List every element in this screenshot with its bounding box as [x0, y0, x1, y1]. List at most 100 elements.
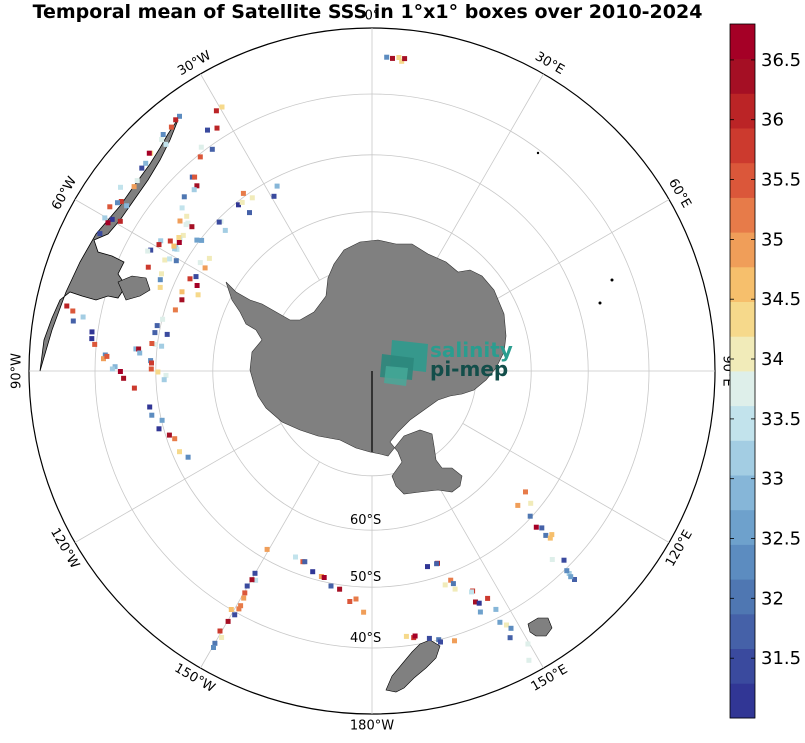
sss-cell — [161, 377, 167, 383]
colorbar-segment — [730, 24, 755, 60]
sss-cell — [209, 146, 215, 152]
sss-cell — [493, 606, 499, 612]
sss-cell — [70, 318, 76, 324]
meridian-line — [200, 461, 320, 669]
sss-cell — [171, 243, 177, 249]
sss-cell — [149, 412, 155, 418]
sss-cell — [525, 641, 531, 647]
sss-cell — [253, 577, 259, 583]
colorbar-segment — [730, 93, 755, 129]
sss-cell — [199, 237, 205, 243]
sss-cell — [547, 535, 553, 541]
colorbar-tick-label: 36 — [761, 110, 784, 131]
sss-cell — [179, 289, 185, 295]
sss-cell — [469, 589, 474, 595]
sss-cell — [160, 316, 166, 322]
sss-cell — [236, 606, 242, 612]
colorbar-segment — [730, 579, 755, 615]
sss-cell — [107, 204, 113, 210]
colorbar-segment — [730, 683, 755, 719]
sss-cell — [121, 375, 127, 381]
sss-cell — [104, 353, 110, 359]
sss-cell — [202, 265, 208, 271]
sss-cell — [70, 308, 76, 314]
sss-cell — [361, 609, 367, 615]
sss-cell — [194, 183, 200, 189]
sss-cell — [164, 331, 170, 337]
sss-cell — [137, 350, 143, 356]
sss-cell — [549, 532, 555, 538]
sss-cell — [274, 183, 280, 189]
sss-cell — [92, 341, 98, 347]
sss-cell — [543, 532, 549, 538]
sss-cell — [222, 227, 228, 233]
colorbar-segment — [730, 509, 755, 545]
sss-cell — [239, 199, 245, 205]
sss-cells-layer — [64, 54, 577, 663]
sss-cell — [504, 622, 509, 628]
colorbar-tick-label: 35 — [761, 229, 784, 250]
sss-cell — [216, 219, 222, 225]
sss-cell — [249, 195, 255, 201]
colorbar-frame — [729, 23, 756, 719]
sss-cell — [244, 583, 250, 589]
sss-cell — [241, 595, 247, 601]
sss-cell — [152, 342, 158, 347]
sss-cell — [402, 56, 408, 62]
sss-cell — [159, 417, 165, 423]
sss-cell — [508, 625, 514, 631]
sss-cell — [149, 360, 154, 366]
sss-cell — [193, 274, 199, 280]
sss-cell — [523, 489, 528, 495]
sss-cell — [64, 303, 70, 309]
sss-cell — [112, 364, 118, 370]
sss-cell — [452, 638, 457, 644]
sss-cell — [80, 314, 86, 320]
colorbar-segment — [730, 162, 755, 198]
sss-cell — [450, 581, 456, 587]
sss-cell — [497, 619, 503, 625]
sss-cell — [533, 524, 539, 530]
colorbar-segment — [730, 128, 755, 164]
sss-cell — [249, 577, 255, 583]
sss-cell — [163, 372, 169, 378]
sss-cell — [353, 596, 359, 602]
sss-cell — [384, 54, 390, 60]
salinity-pi-mep-logo: salinity pi-mep — [380, 338, 513, 386]
map-title: Temporal mean of Satellite SSS in 1°x1° … — [32, 1, 703, 23]
heard-island — [610, 278, 614, 282]
logo-mark — [380, 340, 428, 386]
sss-cell — [172, 246, 178, 252]
sss-cell — [147, 404, 153, 410]
sss-cell — [236, 202, 241, 208]
parallel-label: 40°S — [350, 631, 381, 646]
sss-cell — [426, 635, 432, 641]
sss-cell — [115, 200, 120, 206]
meridian-line — [424, 461, 544, 669]
sss-cell — [176, 235, 182, 240]
colorbar-segment — [730, 266, 755, 302]
sss-cell — [347, 599, 353, 604]
colorbar: 31.5 32 32.5 33 33.5 34 34.5 35 35.5 36 36.5 — [729, 23, 801, 719]
sss-cell — [131, 385, 137, 391]
sss-cell — [173, 258, 179, 264]
sss-cell — [197, 154, 203, 160]
sss-cell — [448, 577, 454, 583]
colorbar-tick-label: 32.5 — [761, 529, 801, 550]
colorbar-segment — [730, 197, 755, 233]
sss-cell — [515, 502, 521, 508]
sss-cell — [473, 599, 478, 605]
sss-cell — [179, 297, 185, 303]
sss-cell — [412, 633, 418, 639]
sss-cell — [194, 283, 200, 288]
logo-text-pi-mep: pi-mep — [430, 357, 508, 381]
sss-cell — [192, 174, 198, 180]
sss-cell — [177, 449, 182, 455]
sss-cell — [181, 194, 187, 200]
meridian-line — [74, 423, 282, 543]
sss-cell — [89, 329, 95, 335]
colorbar-segment — [730, 648, 755, 684]
sss-cell — [399, 58, 405, 64]
sss-cell — [217, 628, 223, 634]
meridian-label: 180°W — [350, 719, 394, 734]
